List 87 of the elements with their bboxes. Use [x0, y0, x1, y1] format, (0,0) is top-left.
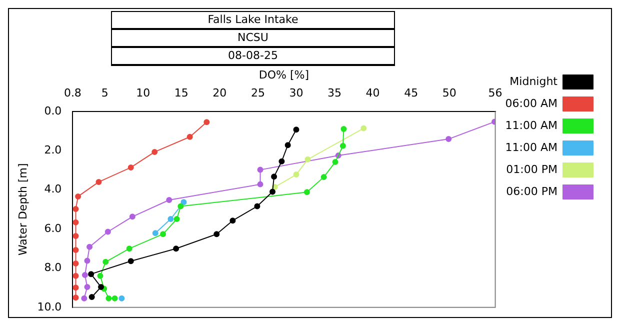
point [81, 295, 88, 302]
point [72, 206, 79, 212]
point [86, 244, 93, 250]
point [230, 218, 236, 224]
x-tick-label: 50 [442, 86, 456, 100]
point [84, 284, 90, 290]
x-tick-label: 10 [136, 86, 150, 100]
point [88, 271, 94, 278]
point [72, 233, 79, 240]
point [82, 272, 88, 278]
x-tick-label: 5 [101, 86, 108, 100]
legend-label: 06:00 PM [506, 184, 558, 198]
y-tick-label: 10.0 [37, 300, 62, 314]
x-tick-label: 35 [328, 86, 342, 100]
x-tick-label: 20 [212, 86, 227, 100]
point [72, 246, 79, 253]
point [304, 189, 310, 196]
point [270, 188, 276, 195]
point [180, 199, 187, 206]
x-tick-label: 45 [404, 86, 418, 100]
y-axis-title: Water Depth [m] [16, 163, 30, 256]
legend-label: Midnight [510, 74, 558, 88]
point [340, 126, 347, 132]
point [168, 216, 174, 222]
point [72, 219, 79, 226]
point [152, 230, 158, 236]
point [152, 148, 158, 155]
text: 08-08-25 [112, 48, 394, 66]
point [446, 136, 452, 142]
point [112, 295, 118, 302]
point [304, 156, 311, 162]
legend-label: 01:00 PM [506, 162, 558, 176]
x-tick-label: 40 [366, 86, 380, 100]
point [360, 125, 367, 132]
y-tick-label: 6.0 [44, 222, 62, 235]
point [129, 214, 136, 220]
point [293, 172, 300, 178]
point [340, 142, 346, 149]
point [128, 258, 134, 264]
point [214, 231, 220, 238]
x-axis-title: DO% [%] [258, 68, 310, 82]
point [174, 216, 180, 222]
point [278, 158, 285, 164]
point [88, 294, 95, 300]
point [284, 142, 291, 148]
point [293, 126, 300, 133]
point [72, 272, 79, 279]
y-tick-label: 4.0 [44, 182, 62, 196]
point [126, 246, 132, 252]
point [84, 258, 90, 264]
legend-label: 11:00 AM [505, 118, 558, 132]
legend-label: 11:00 AM [505, 140, 558, 154]
point [75, 193, 82, 200]
point [104, 228, 111, 235]
point [128, 164, 134, 170]
x-tick-label: 56 [488, 86, 502, 100]
point [271, 174, 278, 180]
y-tick-label: 2.0 [44, 143, 62, 156]
x-tick-label: 0.8 [64, 86, 82, 100]
point [178, 203, 184, 210]
y-tick-label: 0.0 [44, 104, 62, 118]
chart-subtitle: NCSU [112, 30, 394, 48]
x-tick-label: 30 [289, 86, 304, 100]
point [118, 295, 125, 302]
point [186, 134, 193, 140]
point [173, 246, 180, 252]
chart-title: Falls Lake Intake [112, 12, 394, 30]
point [97, 272, 104, 279]
point [332, 158, 338, 165]
point [72, 260, 79, 266]
point [72, 284, 79, 291]
point [166, 196, 172, 203]
point [72, 294, 79, 301]
point [204, 119, 210, 126]
legend-label: 06:00 AM [505, 96, 558, 110]
point [254, 203, 260, 210]
x-tick-label: 15 [174, 86, 188, 100]
point [102, 258, 109, 265]
point [160, 231, 166, 238]
point [106, 295, 112, 302]
x-tick-label: 25 [250, 86, 265, 100]
y-tick-label: 8.0 [44, 261, 62, 274]
point [257, 181, 264, 188]
point [98, 284, 104, 290]
point [96, 178, 102, 185]
point [320, 174, 327, 180]
point [257, 166, 264, 173]
